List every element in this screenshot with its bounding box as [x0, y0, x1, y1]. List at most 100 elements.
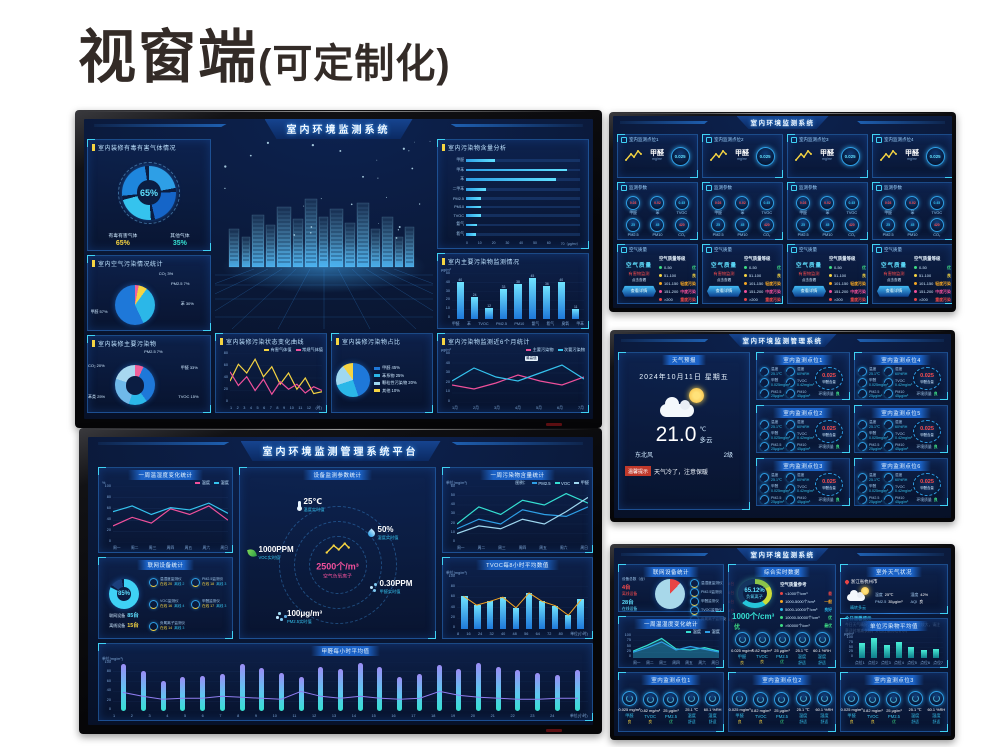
air-detail-button[interactable]: 查看详情 — [792, 286, 826, 297]
hcho-hourly-panel: 甲醛每小时平均值 单位(mg/m³) 100 80 60 40 20 0 1 2 3 4 5 6 7 8 9 1… — [98, 643, 593, 721]
station-card-4[interactable]: 室内监测点位4 甲醛 mg/m³ 0.025 — [872, 134, 952, 178]
cloudy-sun-icon — [658, 388, 710, 420]
air-detail-button[interactable]: 查看详情 — [707, 286, 741, 297]
station-title: 室内监测点位3 — [864, 675, 924, 685]
station-detail-card-5[interactable]: 室内监测点位5 温度 25.1℃ 湿度 60%RH 甲醛 0.025mg/m³ TVOC 0.… — [854, 405, 948, 453]
connected-devices-panel: 联网设备统计 85% 联网设备 85台 离线设备 15台 温湿度监测仪 在线 20 离线 2… — [98, 557, 233, 639]
tvoc-panel: TVOC每8小时平均数值 单位(mg/m³) 100 80 60 40 20 0 8 16 24 3… — [442, 557, 593, 639]
gauge-icon — [791, 185, 797, 191]
air-pollution-pie-chart: CO₂ 3% PM2.5 7% 苯 30% 甲醛 57% — [88, 269, 210, 330]
station-gauge-card-3[interactable]: 室内监测点位3 0.025 mg/m³ 甲醛良 0.82 mg/m³ TVOC 良 25 … — [840, 672, 948, 732]
panel-title: 设备监测参数统计 — [303, 470, 371, 480]
station-metrics: 温度 25.1℃ 湿度 60%RH 甲醛 0.025mg/m³ TVOC 0.42mg/m³ P… — [757, 365, 849, 399]
air-pollution-stats-panel: 室内空气污染情况统计 CO₂ 3% PM2.5 7% 苯 30% 甲醛 57% — [87, 255, 211, 331]
gauge-icon — [706, 185, 712, 191]
station-title: 室内监测点位1 — [641, 675, 701, 685]
gauge-icon — [876, 185, 882, 191]
station-detail-card-2[interactable]: 室内监测点位2 温度 25.1℃ 湿度 60%RH 甲醛 0.025mg/m³ TVOC 0.… — [756, 405, 850, 453]
dashboard-1-title: 室内环境监测系统 — [287, 125, 391, 136]
pollution-curve-panel: 室内装修污染状态变化曲线 有害气体值 常规气体值 80 60 40 20 0 1 2 3 4 5 6 7 8… — [215, 333, 327, 413]
air-title: 空气质量 — [629, 247, 647, 253]
station-detail-card-6[interactable]: 室内监测点位6 温度 25.1℃ 湿度 60%RH 甲醛 0.025mg/m³ TVOC 0.… — [854, 458, 948, 506]
air-icon — [621, 247, 627, 253]
hcho-hourly-bar-chart: 单位(mg/m³) 100 80 60 40 20 0 1 2 3 4 5 6 7 8 9 10 11 12 13 14… — [99, 656, 592, 720]
week-pollutant-panel: 一周污染物含量统计 单位(mg/m³) 图例： PM2.5 VOC 甲醛 60 50 40 30… — [442, 467, 593, 553]
dashboard-3-title: 室内环境监测管理系统 — [743, 338, 823, 345]
dashboard-2-title: 室内环境监测系统 — [751, 120, 815, 127]
monitor-1: 室内环境监测系统 室内装修有毒有害气体情况 65% 有毒有害气体 65% 其他气体… — [75, 110, 602, 428]
outdoor-aqi: 良 — [919, 599, 923, 605]
panel-title: 单位污染物平均值 — [860, 621, 928, 631]
weather-wind: 东北风 — [635, 450, 653, 459]
panel-title: 综合实时数据 — [754, 567, 810, 577]
monitor-3: 室内环境监测管理系统 天气预报 2024年10月11日 星期五 21.0 ℃ 多云… — [610, 330, 955, 522]
weather-panel: 天气预报 2024年10月11日 星期五 21.0 ℃ 多云 东北风 2级 温馨提… — [618, 352, 750, 510]
outdoor-weather-panel: 室外天气状况 浙江省杭州市 晴转多云 温度 25℃ 湿度 42% PM2.5 35μg… — [840, 564, 948, 614]
air-title: 空气质量 — [714, 247, 732, 253]
dashboard-5: 室内环境监测系统 联网设备统计 设备总数（台） 4台 离线设备 28台 在线设备 温湿度监… — [614, 548, 951, 736]
tvoc-bar-chart: 单位(mg/m³) 100 80 60 40 20 0 8 16 24 32 40 48 56 64 72 80… — [443, 570, 592, 638]
panel-title: 一周温湿度变化统计 — [634, 619, 708, 629]
params-title: 监测参数 — [884, 185, 902, 191]
tick-icon — [336, 338, 339, 345]
station-title: 室内监测点位4 — [871, 355, 931, 365]
weather-tip-text: 天气冷了，注意保暖 — [654, 467, 708, 476]
panel-title: 室内装修污染物占比 — [342, 337, 401, 346]
params-card-4: 监测参数 0.03 甲醛 0.02 苯 0.45 TVOC 25 PM2.5 45 PM10 420… — [872, 182, 952, 240]
params-card-2: 监测参数 0.03 甲醛 0.02 苯 0.45 TVOC 25 PM2.5 45 PM10 420… — [702, 182, 783, 240]
weather-temp: 21.0 — [656, 424, 697, 445]
station-gauges: 0.025 mg/m³ 甲醛良 0.82 mg/m³ TVOC 良 25 μg/m³ PM2… — [619, 685, 723, 731]
weather-date: 2024年10月11日 星期五 — [619, 372, 749, 382]
station-card-2[interactable]: 室内监测点位2 甲醛 mg/m³ 0.025 — [702, 134, 783, 178]
air-quality-body: 空气质量 有害物监测 点击查看 查看详情 空气质量等级 0-50 优 51-100 良 101-1… — [788, 255, 867, 303]
legend-value: 35% — [173, 240, 187, 247]
dashboard-2: 室内环境监测系统 室内监测点位1 甲醛 mg/m³ 0.025 室内监测点位2 甲醛… — [613, 116, 952, 308]
weather-wind-level: 2级 — [724, 450, 733, 459]
pollutant-ratio-body: 甲醛 45% 苯系物 25% 颗粒性污染物 20% 其他 10% — [332, 347, 432, 412]
station-gauge-card-1[interactable]: 室内监测点位1 0.025 mg/m³ 甲醛良 0.82 mg/m³ TVOC 良 25 … — [618, 672, 724, 732]
avg-pollutant-panel: 单位污染物平均值 μg/m³ 100 75 50 25 0 点位1 点位2 点位3 点位4 点位5 点… — [840, 618, 948, 668]
air-detail-button[interactable]: 查看详情 — [622, 286, 656, 297]
dashboard-4-title: 室内环境监测管理系统平台 — [263, 447, 419, 458]
air-detail-button[interactable]: 查看详情 — [877, 286, 911, 297]
panel-title: 联网设备统计 — [643, 567, 699, 577]
outdoor-temp: 25℃ — [885, 592, 894, 597]
weather-tip-tag: 温馨提示 — [625, 466, 651, 476]
monitor-4: 室内环境监测管理系统平台 一周温湿度变化统计 % 温度 湿度 100 80 60 40 20 0… — [79, 428, 602, 734]
station-title: 室内监测点位2 — [773, 408, 833, 418]
tick-icon — [92, 340, 95, 347]
station-title: 室内监测点位1 — [773, 355, 833, 365]
station-card-1[interactable]: 室内监测点位1 甲醛 mg/m³ 0.025 — [617, 134, 698, 178]
weather-title: 天气预报 — [662, 355, 706, 365]
panel-title: 室内装修主要污染物 — [98, 339, 157, 348]
panel-title: 联网设备统计 — [137, 560, 193, 570]
station-metric: 甲醛 mg/m³ 0.025 — [707, 137, 778, 175]
air-icon — [876, 247, 882, 253]
panel-title: 室内污染物监测近6个月统计 — [448, 337, 530, 346]
station-detail-card-3[interactable]: 室内监测点位3 温度 25.1℃ 湿度 60%RH 甲醛 0.025mg/m³ TVOC 0.… — [756, 458, 850, 506]
station-metrics: 温度 25.1℃ 湿度 60%RH 甲醛 0.025mg/m³ TVOC 0.42mg/m³ P… — [757, 471, 849, 505]
device-params-visual: 25℃ 温度实时值 50% 湿度实时值 1000PPM VOC实时值 0.30PPM 甲醛实时… — [240, 480, 435, 638]
dashboard-3-header: 室内环境监测管理系统 — [614, 334, 951, 348]
station-title: 室内监测点位5 — [871, 408, 931, 418]
monitor-5: 室内环境监测系统 联网设备统计 设备总数（台） 4台 离线设备 28台 在线设备 温湿度监… — [610, 544, 955, 740]
avg-pollutant-bar-chart: μg/m³ 100 75 50 25 0 点位1 点位2 点位3 点位4 点位5 点位6 点位7 — [841, 631, 947, 667]
dashboard-5-header: 室内环境监测系统 — [614, 548, 951, 562]
station-gauge-card-2[interactable]: 室内监测点位2 0.025 mg/m³ 甲醛良 0.82 mg/m³ TVOC 良 25 … — [728, 672, 836, 732]
station-detail-card-1[interactable]: 室内监测点位1 温度 25.1℃ 湿度 60%RH 甲醛 0.025mg/m³ TVOC 0.… — [756, 352, 850, 400]
air-quality-card-2: 空气质量 空气质量 有害物监测 点击查看 查看详情 空气质量等级 0-50 优 51-100 良… — [702, 244, 783, 304]
legend-label: 其他气体 — [170, 232, 189, 239]
air-quality-card-4: 空气质量 空气质量 有害物监测 点击查看 查看详情 空气质量等级 0-50 优 51-100 良… — [872, 244, 952, 304]
station-detail-card-4[interactable]: 室内监测点位4 温度 25.1℃ 湿度 60%RH 甲醛 0.025mg/m³ TVOC 0.… — [854, 352, 948, 400]
week-area-chart: 温度 湿度 100 75 50 25 0 周一 周二 周三 周四 周五 周六 周日 — [619, 629, 723, 667]
toxic-gas-panel: 室内装修有毒有害气体情况 65% 有毒有害气体 65% 其他气体 35% — [87, 139, 211, 251]
pollutant-ratio-panel: 室内装修污染物占比 甲醛 45% 苯系物 25% 颗粒性污染物 20% 其他 10% — [331, 333, 433, 413]
dashboard-1-header: 室内环境监测系统 — [84, 119, 593, 137]
air-quality-body: 空气质量 有害物监测 点击查看 查看详情 空气质量等级 0-50 优 51-100 良 101-1… — [703, 255, 782, 303]
station-card-3[interactable]: 室内监测点位3 甲醛 mg/m³ 0.025 — [787, 134, 868, 178]
pollutant-content-bar-chart: 甲醛 甲苯苯二甲苯 PM2.5 PM10 TVOC 氨气 氡气 0 10 20 30 40 50 60 70… — [438, 153, 588, 248]
pollution-curve-chart: 有害气体值 常规气体值 80 60 40 20 0 1 2 3 4 5 6 7 8 9 10 11 12 (时) — [216, 347, 326, 412]
pollutant-ratio-legend: 甲醛 45% 苯系物 25% 颗粒性污染物 20% 其他 10% — [374, 364, 417, 396]
page-title: 视窗端 (可定制化) — [78, 10, 451, 94]
device-params-panel: 设备监测参数统计 25℃ 温度实时值 50% 湿度实时值 1000PPM VOC实时值 0.… — [239, 467, 436, 639]
